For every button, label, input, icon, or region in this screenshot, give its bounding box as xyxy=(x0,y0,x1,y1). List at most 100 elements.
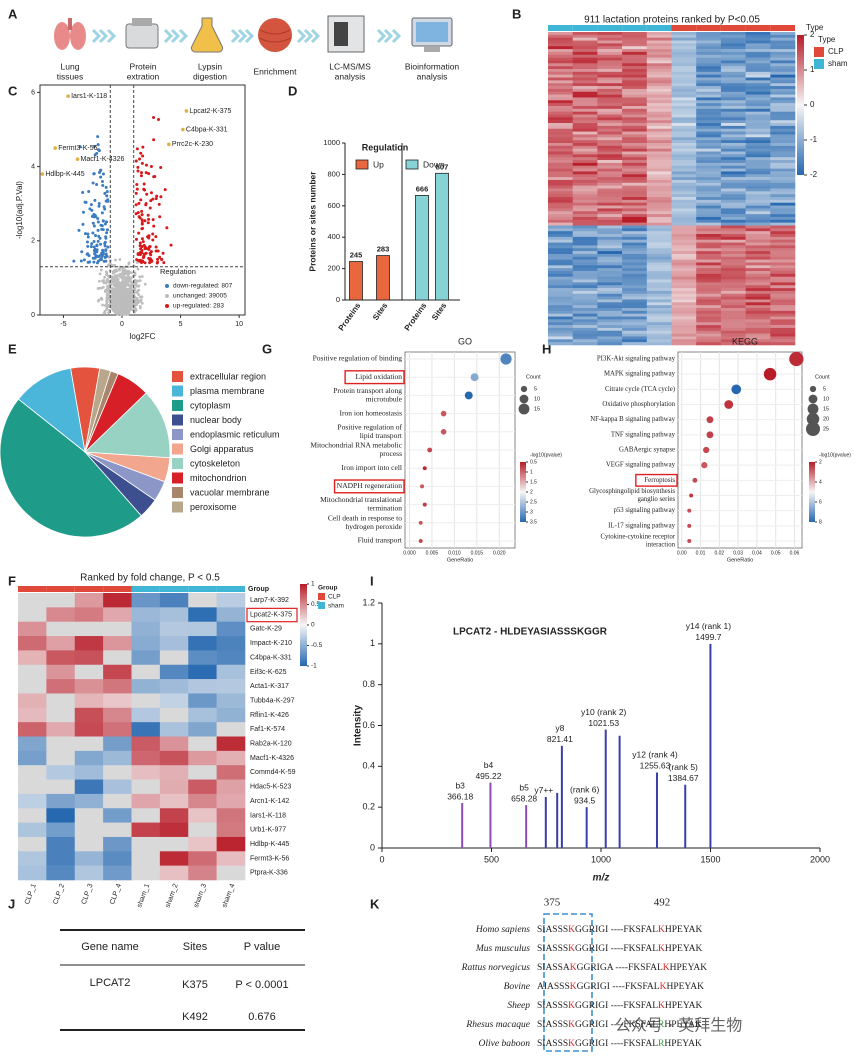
heatmap-cell xyxy=(572,134,598,138)
size-key xyxy=(519,394,529,404)
heatmap-cell xyxy=(671,74,697,78)
heatmap-cell xyxy=(46,750,76,766)
heatmap-cell xyxy=(597,273,623,278)
heatmap-cell xyxy=(572,279,598,283)
heatmap-cell xyxy=(720,168,746,172)
heatmap-cell xyxy=(622,165,648,169)
heatmap-cell xyxy=(745,177,771,181)
heatmap-cell xyxy=(720,194,746,198)
heatmap-cell xyxy=(572,211,598,215)
group-bar xyxy=(696,25,721,31)
point xyxy=(96,220,100,224)
point xyxy=(91,231,95,235)
heatmap-cell xyxy=(597,134,623,138)
heatmap-cell xyxy=(696,319,722,323)
sequence: AIASSSKGGRIGI ----FKSFALKHPEYAK xyxy=(537,982,704,992)
heatmap-cell xyxy=(131,693,161,709)
heatmap-cell xyxy=(720,342,746,346)
heatmap-cell xyxy=(720,305,746,309)
point xyxy=(105,302,109,306)
heatmap-cell xyxy=(18,822,47,838)
legend-swatch xyxy=(172,487,183,498)
annotated-point xyxy=(181,127,185,132)
point xyxy=(125,299,129,302)
x-tick-label: 1000 xyxy=(591,854,611,864)
heatmap-cell xyxy=(646,251,672,255)
heatmap-cell xyxy=(572,34,598,38)
heatmap-cell xyxy=(720,222,746,226)
heatmap-cell xyxy=(720,66,746,70)
heatmap-cell xyxy=(770,86,796,90)
heatmap-cell xyxy=(622,194,648,198)
heatmap-cell xyxy=(696,117,722,121)
heatmap-cell xyxy=(46,650,76,666)
heatmap-cell xyxy=(597,100,623,104)
heatmap-cell xyxy=(745,117,771,121)
heatmap-cell xyxy=(745,54,771,58)
size-label: 10 xyxy=(823,396,829,402)
point xyxy=(141,145,145,149)
heatmap-cell xyxy=(572,293,598,297)
peak-label: b3 xyxy=(455,780,465,790)
heatmap-cell xyxy=(745,276,771,280)
heatmap-cell xyxy=(572,168,598,172)
heatmap-cell xyxy=(671,205,697,209)
group-bar xyxy=(745,25,771,31)
point xyxy=(118,258,122,261)
heatmap-cell xyxy=(622,308,648,312)
species-label: Sheep xyxy=(507,1001,530,1011)
heatmap-cell xyxy=(622,114,648,118)
heatmap-cell xyxy=(103,808,132,823)
heatmap-cell xyxy=(720,330,746,334)
heatmap-cell xyxy=(696,276,722,280)
x-tick-label: 5 xyxy=(179,321,183,328)
heatmap-cell xyxy=(720,199,746,204)
heatmap-cell xyxy=(74,851,104,866)
heatmap-cell xyxy=(671,290,697,295)
heatmap-cell xyxy=(671,179,697,184)
heatmap-cell xyxy=(131,736,161,752)
heatmap-cell xyxy=(103,636,132,651)
heatmap-cell xyxy=(646,91,672,95)
heatmap-cell xyxy=(597,71,623,75)
table-header: Gene name xyxy=(81,941,138,953)
peak-label: y8 xyxy=(555,723,564,733)
heatmap-cell xyxy=(46,808,76,823)
heatmap-cell xyxy=(745,239,771,243)
heatmap-cell xyxy=(646,100,672,104)
heatmap-cell xyxy=(696,185,722,189)
heatmap-cell xyxy=(696,154,722,158)
annotation: Macf1-K-4326 xyxy=(80,156,124,163)
legend-title: Count xyxy=(526,374,541,380)
heatmap-cell xyxy=(622,83,648,87)
sequence-part: GGRIG xyxy=(575,925,605,935)
heatmap-cell xyxy=(622,34,648,38)
point xyxy=(134,191,138,195)
point xyxy=(135,297,139,300)
heatmap-cell xyxy=(622,108,648,112)
point xyxy=(78,145,82,149)
heatmap-cell xyxy=(548,91,573,95)
heatmap-cell xyxy=(216,793,246,809)
heatmap-cell xyxy=(745,103,771,107)
heatmap-cell xyxy=(131,593,161,608)
heatmap-cell xyxy=(597,253,623,258)
point xyxy=(126,265,130,269)
heatmap-cell xyxy=(572,60,598,64)
dot xyxy=(687,523,692,528)
heatmap-cell xyxy=(216,865,246,881)
point xyxy=(115,285,119,289)
sequence-part: K xyxy=(568,944,575,954)
heatmap-cell xyxy=(18,650,47,666)
heatmap-cell xyxy=(188,779,217,795)
point xyxy=(142,187,146,191)
table-cell: P < 0.0001 xyxy=(235,979,288,991)
heatmap-cell xyxy=(622,174,648,178)
point xyxy=(139,247,143,251)
heatmap-cell xyxy=(696,40,722,44)
pie-slice xyxy=(84,367,112,453)
point xyxy=(145,192,149,196)
heatmap-cell xyxy=(720,234,746,238)
position-label: 375 xyxy=(544,897,561,909)
sequence-part: HPEYAK xyxy=(666,982,704,992)
